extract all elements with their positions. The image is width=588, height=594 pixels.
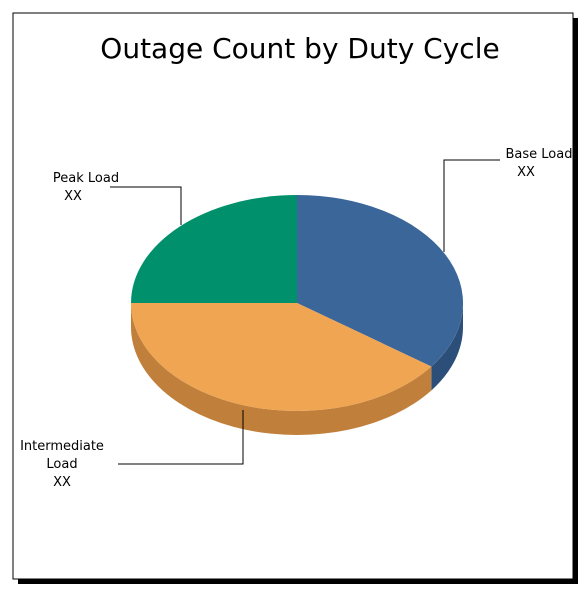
slice — [297, 195, 463, 367]
slice-side — [431, 303, 463, 391]
value-label: XX — [517, 165, 535, 180]
chart-title: Outage Count by Duty Cycle — [100, 32, 499, 65]
value-label: XX — [64, 189, 82, 204]
slice-side — [131, 303, 432, 435]
slice-label: Intermediate Load XX — [12, 438, 112, 492]
category-label: Base Load — [505, 147, 573, 162]
slice-label: Base Load XX — [496, 146, 582, 182]
category-label: Intermediate Load — [20, 439, 104, 472]
slice — [131, 195, 297, 303]
leader-line — [443, 159, 500, 252]
pie — [131, 195, 463, 435]
value-label: XX — [53, 475, 71, 490]
category-label: Peak Load — [52, 171, 120, 186]
leader-line — [118, 410, 244, 465]
leader-line — [110, 186, 182, 225]
slice — [131, 303, 432, 411]
slice-label: Peak Load XX — [46, 170, 126, 206]
